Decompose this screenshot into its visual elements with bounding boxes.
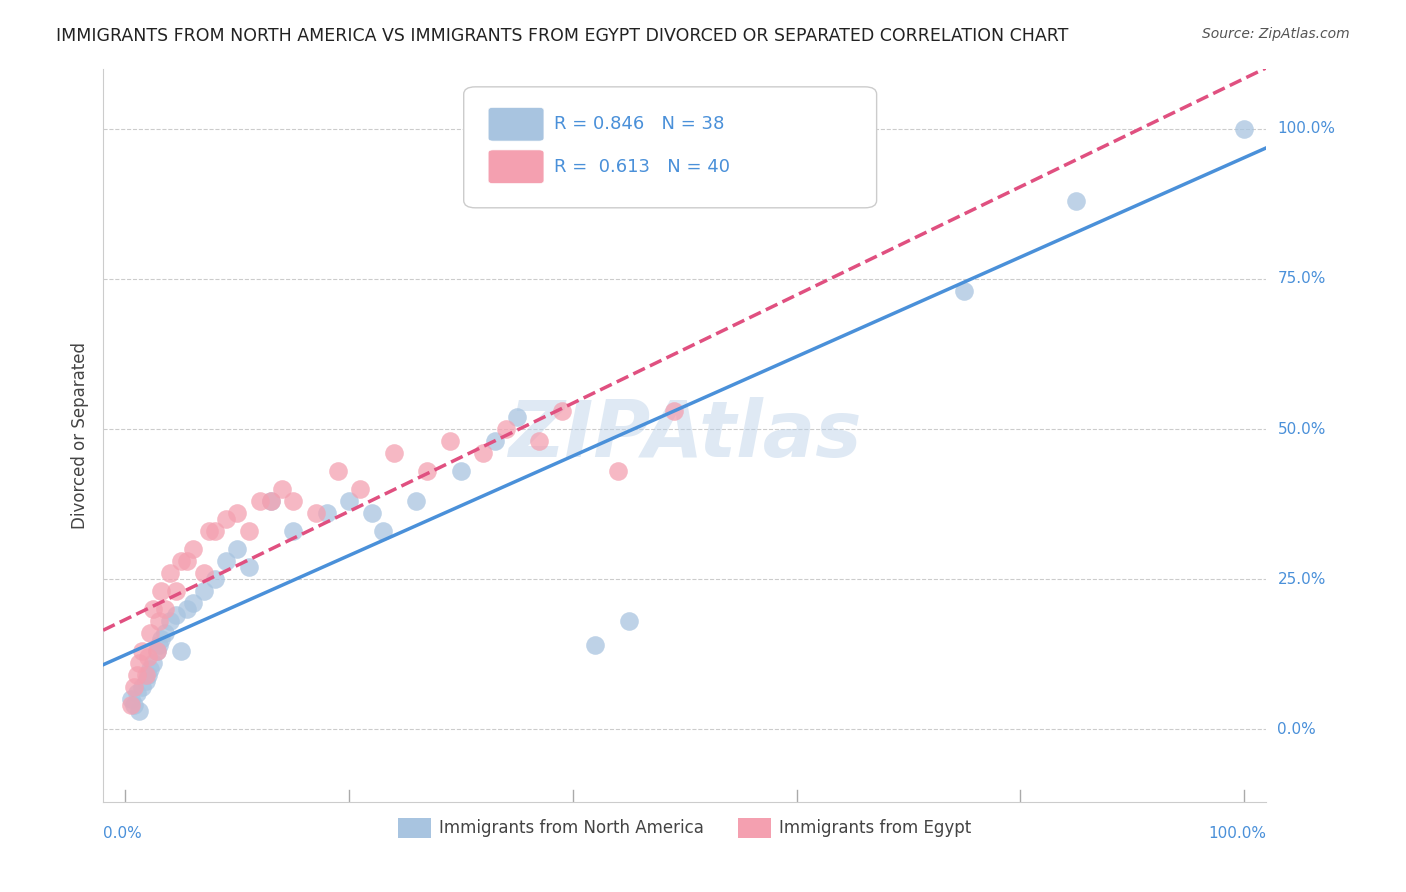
- Point: [326, 464, 349, 478]
- Point: [135, 668, 157, 682]
- Point: [193, 566, 215, 581]
- Point: [131, 644, 153, 658]
- Text: 50.0%: 50.0%: [1278, 422, 1326, 436]
- Point: [165, 608, 187, 623]
- Point: [617, 615, 640, 629]
- Text: IMMIGRANTS FROM NORTH AMERICA VS IMMIGRANTS FROM EGYPT DIVORCED OR SEPARATED COR: IMMIGRANTS FROM NORTH AMERICA VS IMMIGRA…: [56, 27, 1069, 45]
- Point: [176, 602, 198, 616]
- Point: [193, 584, 215, 599]
- Point: [371, 524, 394, 538]
- Point: [249, 494, 271, 508]
- Text: 0.0%: 0.0%: [103, 826, 142, 840]
- Text: 25.0%: 25.0%: [1278, 572, 1326, 587]
- Point: [124, 681, 146, 695]
- Point: [472, 446, 495, 460]
- Text: 100.0%: 100.0%: [1208, 826, 1267, 840]
- Point: [150, 584, 173, 599]
- Point: [139, 626, 162, 640]
- Point: [136, 668, 159, 682]
- Point: [170, 554, 193, 568]
- Point: [382, 446, 405, 460]
- FancyBboxPatch shape: [464, 87, 876, 208]
- Point: [349, 482, 371, 496]
- Point: [283, 494, 305, 508]
- Legend: Immigrants from North America, Immigrants from Egypt: Immigrants from North America, Immigrant…: [391, 811, 979, 845]
- Point: [315, 506, 337, 520]
- Point: [226, 542, 249, 557]
- Point: [136, 650, 159, 665]
- Point: [583, 638, 606, 652]
- Text: 0.0%: 0.0%: [1278, 722, 1316, 737]
- Point: [360, 506, 382, 520]
- Point: [506, 410, 529, 425]
- Text: R = 0.846   N = 38: R = 0.846 N = 38: [554, 115, 725, 133]
- Point: [215, 554, 238, 568]
- Point: [1064, 194, 1087, 208]
- Point: [260, 494, 283, 508]
- Point: [159, 615, 181, 629]
- Point: [662, 404, 685, 418]
- Point: [337, 494, 360, 508]
- Point: [146, 644, 169, 658]
- Text: Source: ZipAtlas.com: Source: ZipAtlas.com: [1202, 27, 1350, 41]
- Point: [148, 615, 170, 629]
- Point: [170, 644, 193, 658]
- Point: [405, 494, 427, 508]
- Point: [139, 662, 162, 676]
- Point: [271, 482, 294, 496]
- Point: [125, 686, 148, 700]
- Point: [142, 602, 165, 616]
- Point: [450, 464, 472, 478]
- Point: [495, 422, 517, 436]
- Y-axis label: Divorced or Separated: Divorced or Separated: [72, 342, 89, 529]
- Point: [153, 626, 176, 640]
- FancyBboxPatch shape: [488, 107, 544, 141]
- Point: [529, 434, 551, 448]
- Point: [124, 698, 146, 713]
- Point: [204, 524, 226, 538]
- Point: [146, 644, 169, 658]
- Point: [550, 404, 572, 418]
- Point: [150, 632, 173, 647]
- Point: [120, 692, 142, 706]
- Point: [238, 560, 260, 574]
- Point: [238, 524, 260, 538]
- Point: [128, 657, 150, 671]
- Point: [159, 566, 181, 581]
- Point: [176, 554, 198, 568]
- Point: [148, 638, 170, 652]
- Point: [953, 284, 976, 298]
- Point: [153, 602, 176, 616]
- Point: [131, 681, 153, 695]
- Point: [198, 524, 221, 538]
- Point: [484, 434, 506, 448]
- Point: [226, 506, 249, 520]
- Point: [260, 494, 283, 508]
- Point: [128, 705, 150, 719]
- Point: [204, 572, 226, 586]
- Point: [181, 542, 204, 557]
- Point: [1233, 121, 1256, 136]
- Point: [142, 657, 165, 671]
- Point: [416, 464, 439, 478]
- Point: [120, 698, 142, 713]
- Point: [215, 512, 238, 526]
- Text: 75.0%: 75.0%: [1278, 271, 1326, 286]
- Point: [606, 464, 628, 478]
- Point: [125, 668, 148, 682]
- Text: ZIPAtlas: ZIPAtlas: [508, 397, 862, 473]
- Text: R =  0.613   N = 40: R = 0.613 N = 40: [554, 158, 731, 176]
- Point: [181, 596, 204, 610]
- Point: [135, 674, 157, 689]
- Point: [165, 584, 187, 599]
- Point: [283, 524, 305, 538]
- Point: [304, 506, 326, 520]
- FancyBboxPatch shape: [488, 150, 544, 184]
- Text: 100.0%: 100.0%: [1278, 121, 1336, 136]
- Point: [439, 434, 461, 448]
